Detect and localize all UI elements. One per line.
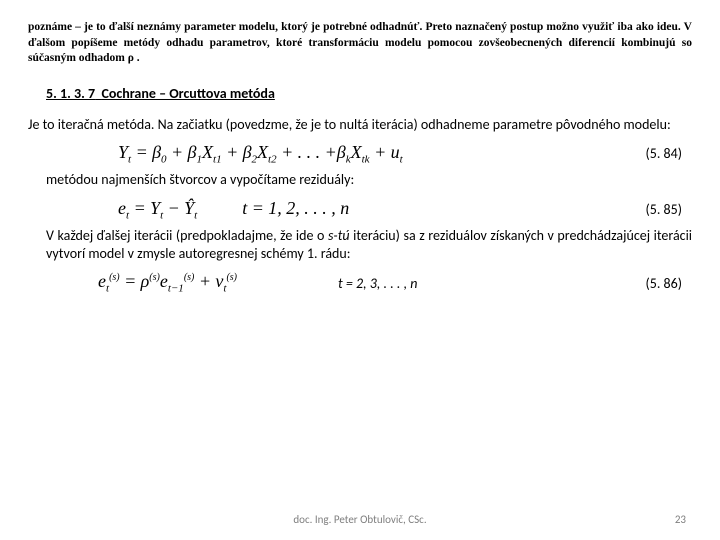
equation-586-inline: t = 2, 3, . . . , n (278, 275, 417, 292)
paragraph-3-emph: s-tú (328, 227, 350, 244)
section-title-text: Cochrane – Orcuttova metóda (101, 85, 274, 102)
section-heading: 5. 1. 3. 7 Cochrane – Orcuttova metóda (46, 85, 692, 102)
equation-585-number: (5. 85) (478, 201, 692, 218)
paragraph-1: Je to iteračná metóda. Na začiatku (pove… (28, 116, 692, 134)
equation-586-row: et(s) = ρ(s)et−1(s) + vt(s) t = 2, 3, . … (28, 271, 692, 295)
equation-585: et = Yt − Ŷt t = 1, 2, . . . , n (118, 198, 478, 222)
equation-584-row: Yt = β0 + β1Xt1 + β2Xt2 + . . . +βkXtk +… (28, 142, 692, 166)
paragraph-3-part1: V každej ďalšej iterácii (predpokladajme… (46, 227, 328, 244)
equation-584-number: (5. 84) (403, 145, 692, 162)
section-number: 5. 1. 3. 7 (46, 85, 95, 102)
intro-paragraph: poznáme – je to ďalší neznámy parameter … (28, 20, 692, 67)
paragraph-2: metódou najmenších štvorcov a vypočítame… (46, 171, 692, 189)
equation-585-row: et = Yt − Ŷt t = 1, 2, . . . , n (5. 85) (28, 198, 692, 222)
equation-584: Yt = β0 + β1Xt1 + β2Xt2 + . . . +βkXtk +… (118, 142, 403, 166)
footer-author: doc. Ing. Peter Obtulovič, CSc. (74, 513, 646, 526)
equation-586: et(s) = ρ(s)et−1(s) + vt(s) (98, 271, 278, 295)
footer: doc. Ing. Peter Obtulovič, CSc. 23 (0, 513, 720, 526)
equation-586-number: (5. 86) (417, 275, 692, 292)
paragraph-3: V každej ďalšej iterácii (predpokladajme… (46, 227, 692, 263)
page-number: 23 (646, 513, 686, 526)
